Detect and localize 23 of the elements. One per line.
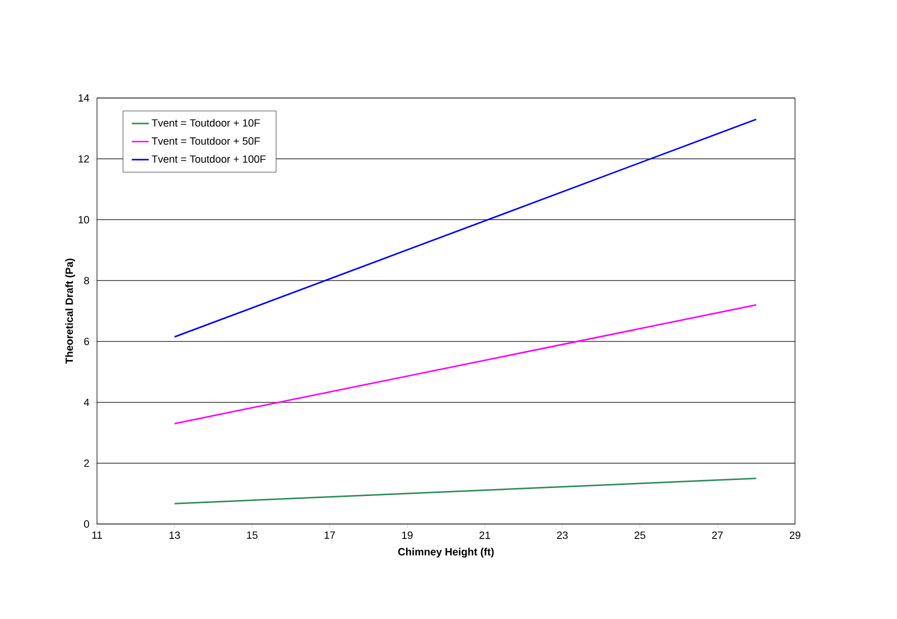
y-tick-label: 12 bbox=[78, 155, 89, 163]
x-tick-label: 15 bbox=[247, 532, 258, 539]
y-tick-label: 14 bbox=[78, 94, 90, 102]
y-axis-title: Theoretical Draft (Pa) bbox=[65, 258, 76, 364]
y-tick-label: 0 bbox=[84, 520, 90, 528]
legend-label: Tvent = Toutdoor + 50F bbox=[152, 137, 260, 145]
x-tick-label: 27 bbox=[712, 532, 723, 539]
x-tick-label: 11 bbox=[92, 532, 102, 539]
x-tick-label: 17 bbox=[324, 532, 335, 539]
x-tick-label: 21 bbox=[479, 532, 490, 539]
x-axis-title: Chimney Height (ft) bbox=[398, 548, 494, 558]
x-tick-label: 19 bbox=[402, 532, 413, 539]
x-tick-label: 13 bbox=[170, 532, 180, 539]
y-tick-label: 2 bbox=[84, 459, 89, 467]
legend-label: Tvent = Toutdoor + 10F bbox=[152, 118, 260, 127]
x-tick-label: 23 bbox=[557, 532, 568, 539]
x-tick-label: 29 bbox=[790, 532, 800, 539]
x-tick-label: 25 bbox=[634, 532, 646, 539]
y-tick-label: 4 bbox=[84, 398, 90, 406]
legend-label: Tvent = Toutdoor + 100F bbox=[152, 155, 266, 163]
y-tick-label: 8 bbox=[84, 276, 90, 284]
y-tick-label: 6 bbox=[84, 338, 90, 346]
y-tick-label: 10 bbox=[78, 216, 90, 224]
